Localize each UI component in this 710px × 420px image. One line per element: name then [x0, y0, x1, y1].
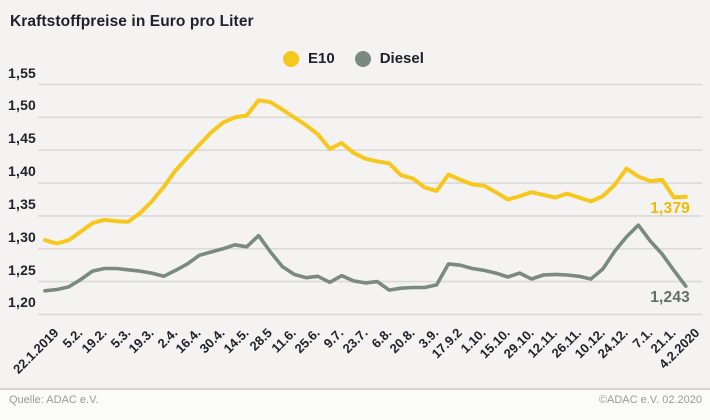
y-axis-label: 1,30 [8, 228, 37, 245]
source-note: Quelle: ADAC e.V. [9, 394, 99, 406]
legend-item-e10: E10 [283, 50, 335, 67]
y-axis-label: 1,20 [8, 294, 37, 311]
y-axis-label: 1,45 [8, 130, 37, 147]
diesel-legend-label: Diesel [379, 50, 424, 67]
diesel-end-value-label: 1,243 [650, 289, 690, 307]
legend-item-diesel: Diesel [354, 50, 424, 67]
chart-legend: E10 Diesel [283, 50, 434, 67]
e10-legend-dot-icon [283, 50, 299, 67]
e10-end-value-label: 1,379 [650, 199, 690, 217]
e10-legend-label: E10 [308, 50, 335, 67]
footer-band [0, 390, 710, 420]
y-axis-label: 1,40 [8, 163, 37, 180]
diesel-legend-dot-icon [354, 50, 371, 67]
y-axis-label: 1,35 [8, 195, 37, 212]
y-axis-label: 1,55 [8, 64, 37, 81]
chart-title: Kraftstoffpreise in Euro pro Liter [10, 13, 254, 30]
y-axis-label: 1,50 [8, 97, 37, 114]
copyright-note: ©ADAC e.V. 02.2020 [598, 394, 702, 406]
y-axis-label: 1,25 [8, 261, 37, 278]
e10-price-line [43, 98, 688, 246]
diesel-price-line [43, 223, 688, 293]
footer-divider [0, 388, 710, 390]
